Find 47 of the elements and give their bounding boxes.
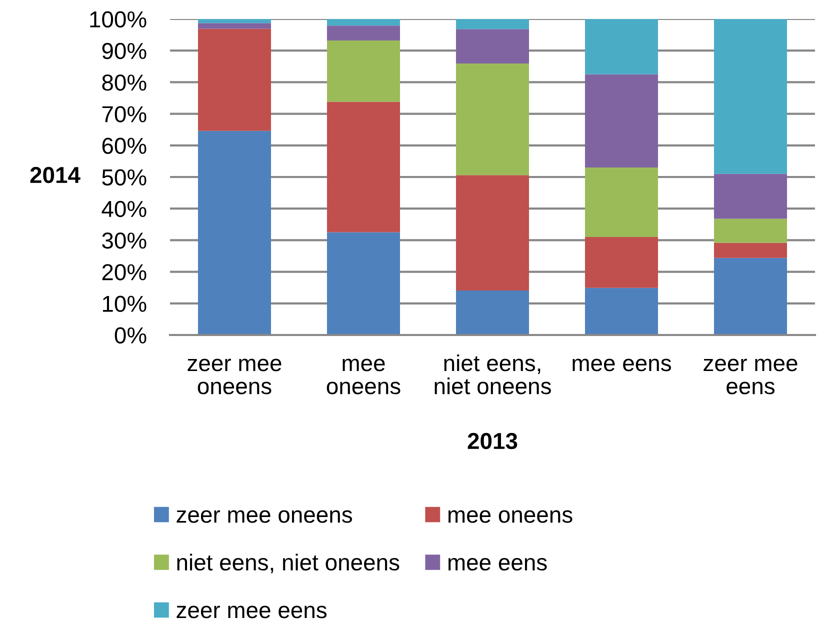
- y-tick-label: 50%: [102, 169, 146, 186]
- legend-label: zeer mee oneens: [176, 510, 352, 523]
- bar: [456, 290, 530, 335]
- bar: [584, 168, 658, 238]
- bar: [326, 102, 400, 232]
- bar: [326, 40, 400, 102]
- y-axis-title: 2014: [30, 166, 80, 184]
- legend-label: mee eens: [448, 558, 547, 571]
- bar: [714, 174, 788, 219]
- x-tick-label: mee eens: [572, 358, 671, 372]
- bar: [198, 23, 272, 29]
- y-tick-label: 30%: [102, 232, 146, 249]
- y-tick-label: 70%: [102, 106, 146, 122]
- bar: [456, 29, 530, 64]
- x-tick-label: zeer mee oneens: [188, 358, 282, 394]
- bar: [198, 130, 272, 335]
- bar: [326, 232, 400, 335]
- bar: [456, 175, 530, 290]
- x-tick-label: mee oneens: [326, 358, 400, 394]
- legend-label: zeer mee eens: [176, 606, 327, 618]
- bar: [326, 19, 400, 26]
- bar: [198, 19, 272, 24]
- y-tick-label: 20%: [102, 264, 146, 280]
- bar: [326, 26, 400, 40]
- bar: [198, 28, 272, 131]
- y-tick-label: 100%: [90, 11, 146, 28]
- x-tick-label: zeer mee eens: [704, 358, 798, 394]
- y-tick-label: 90%: [102, 42, 146, 60]
- y-tick-label: 0%: [114, 327, 146, 344]
- x-tick-label: niet eens, niet oneens: [434, 354, 551, 394]
- bar: [714, 19, 788, 174]
- y-tick-label: 60%: [102, 138, 146, 154]
- bar: [584, 288, 658, 335]
- bar: [714, 258, 788, 335]
- bar: [714, 218, 788, 243]
- y-tick-label: 10%: [102, 296, 146, 312]
- y-tick-label: 80%: [102, 74, 146, 91]
- bar: [714, 242, 788, 258]
- bar: [584, 237, 658, 288]
- legend-label: mee oneens: [448, 510, 572, 523]
- bar: [584, 74, 658, 168]
- x-axis-title: 2013: [468, 432, 518, 450]
- legend-label: niet eens, niet oneens: [177, 554, 400, 574]
- bar: [456, 19, 530, 30]
- bar: [456, 64, 530, 176]
- y-tick-label: 40%: [102, 200, 146, 218]
- bar: [584, 19, 658, 74]
